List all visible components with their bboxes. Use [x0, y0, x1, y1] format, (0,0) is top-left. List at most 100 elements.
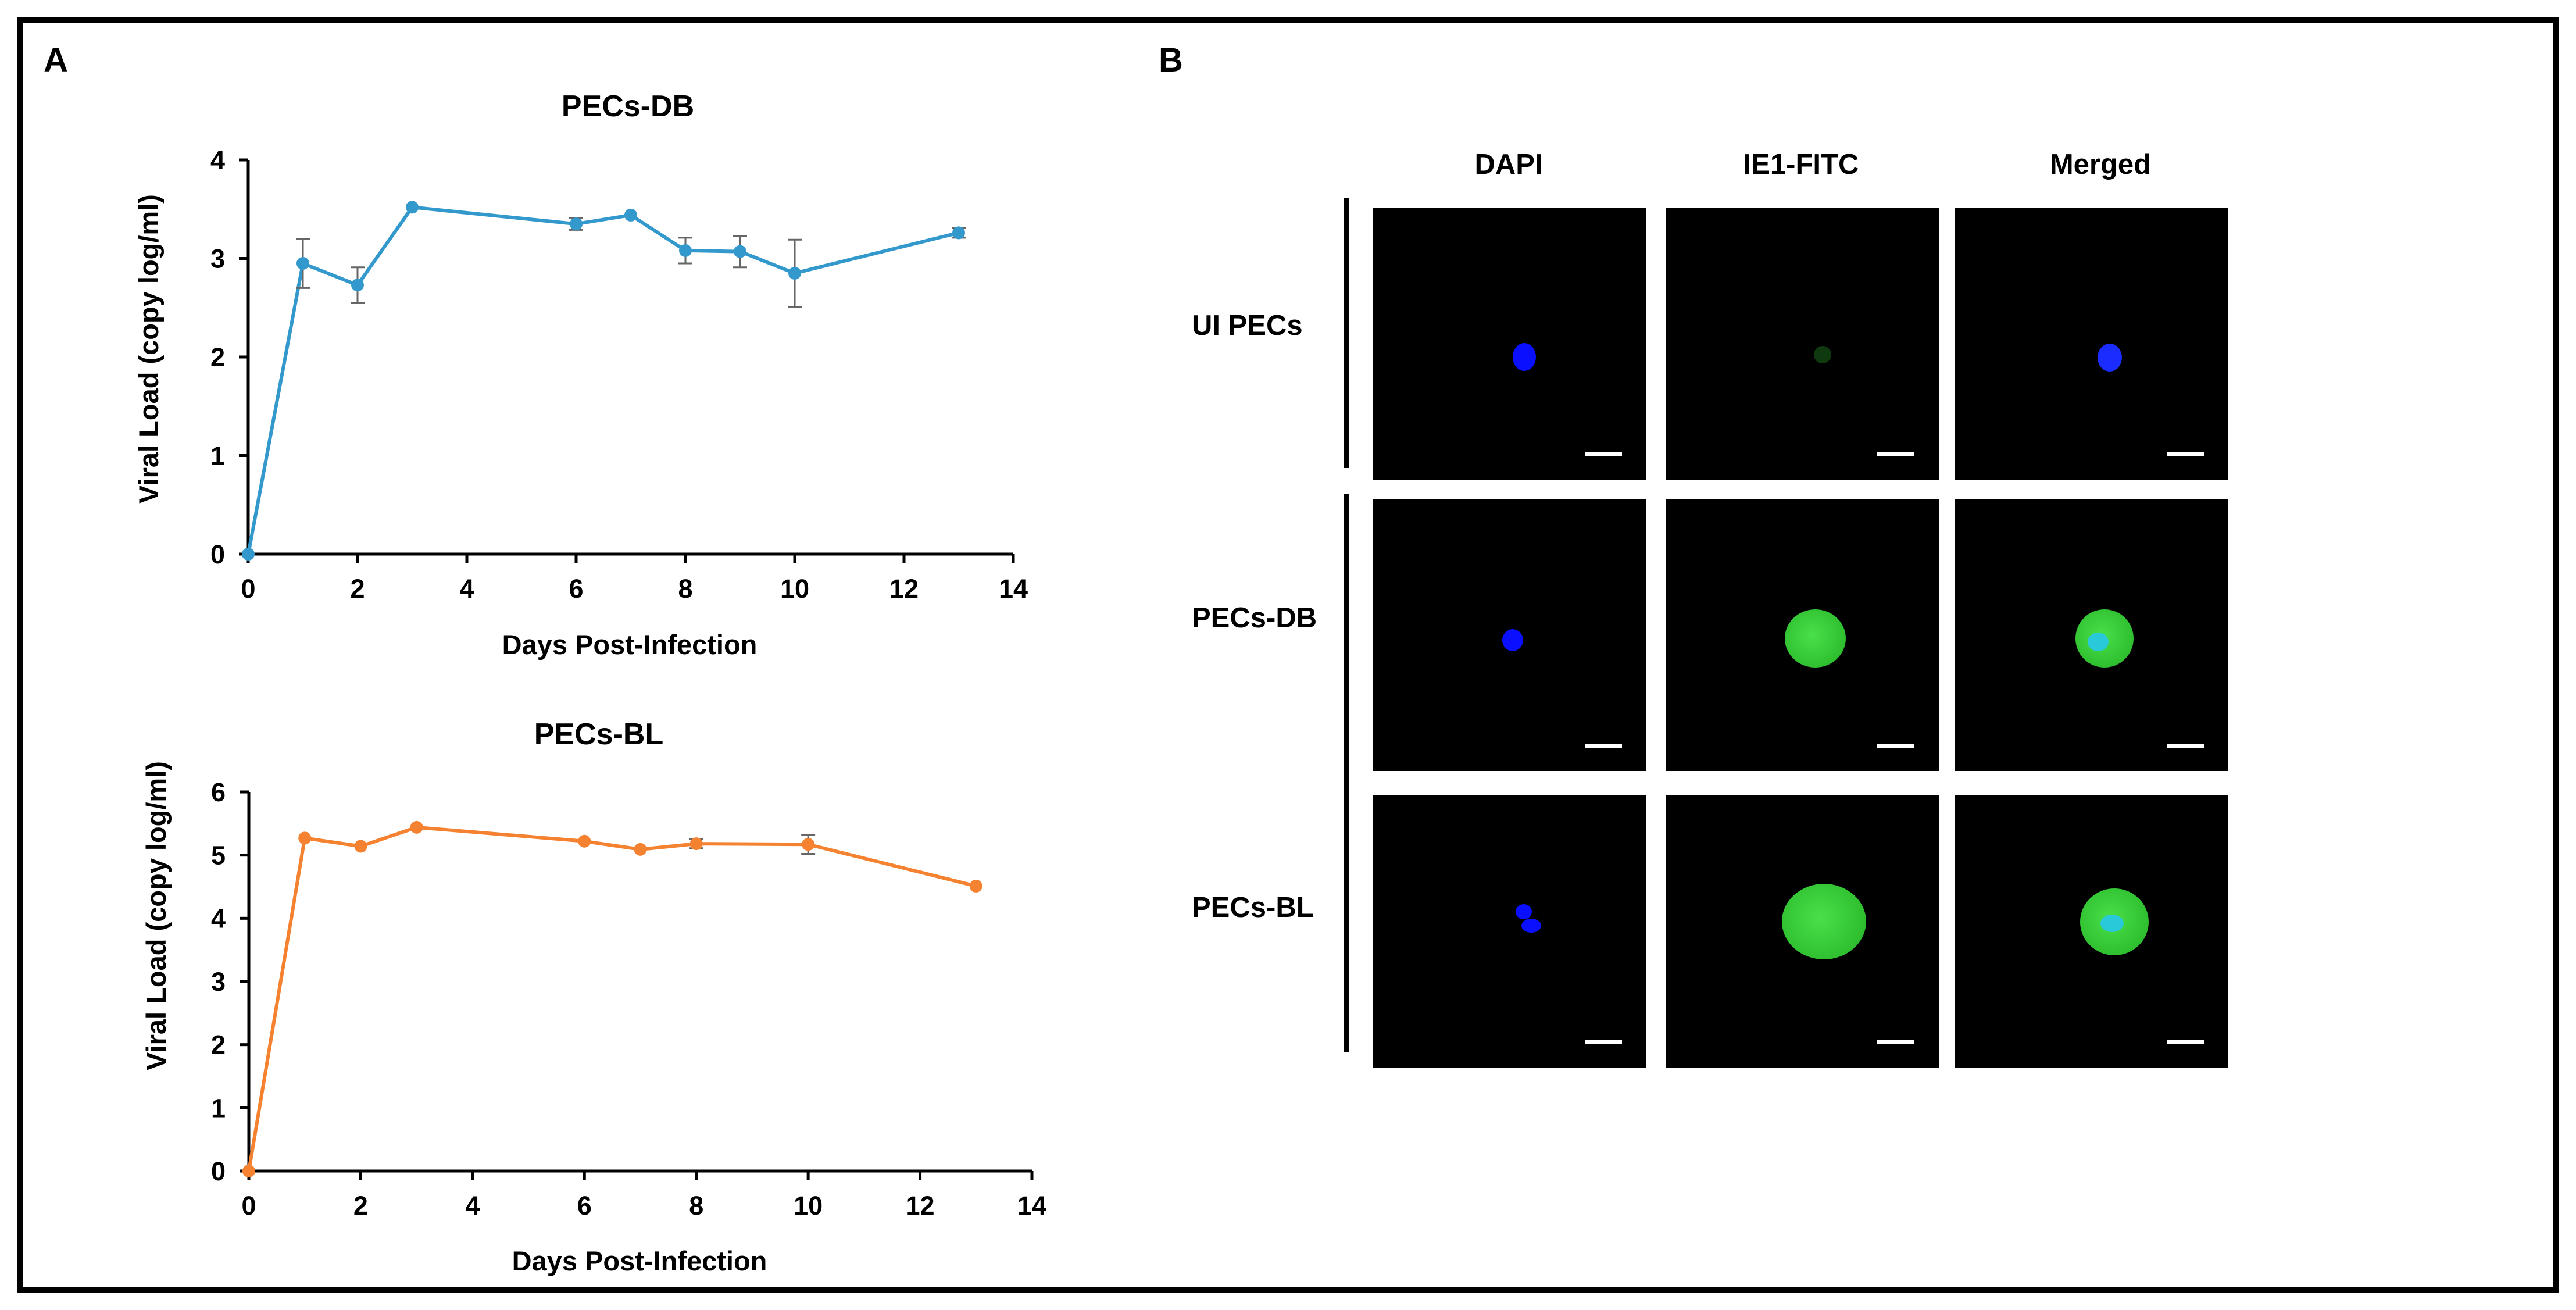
data-point — [634, 843, 647, 856]
data-point — [570, 217, 583, 231]
x-tick-label: 10 — [780, 574, 809, 604]
data-point — [624, 208, 637, 222]
data-point — [952, 226, 965, 240]
nucleus-stain — [1516, 904, 1532, 919]
micrograph-pecs-bl-merged — [1955, 795, 2228, 1068]
ie1-cell-stain — [1785, 609, 1846, 668]
micrograph-pecs-db-fitc — [1666, 499, 1939, 771]
x-tick-label: 6 — [569, 574, 583, 604]
x-axis-label: Days Post-Infection — [512, 1245, 767, 1276]
ie1-cell-stain — [1782, 884, 1866, 959]
scale-bar — [1877, 744, 1914, 748]
y-tick-label: 3 — [210, 244, 225, 274]
y-tick-label: 2 — [210, 342, 225, 372]
nucleus-stain — [1513, 343, 1536, 371]
chart-pecs-bl: PECs-BL Viral Load (copy log/ml) Days Po… — [141, 718, 1046, 1276]
scale-bar — [1585, 452, 1622, 456]
x-tick-label: 14 — [1017, 1191, 1046, 1220]
y-tick-label: 6 — [211, 777, 226, 807]
micrograph-pecs-db-merged — [1955, 499, 2228, 771]
data-point — [354, 840, 367, 853]
scale-bar — [1585, 744, 1622, 748]
x-tick-label: 14 — [999, 574, 1028, 604]
series-line — [247, 825, 977, 1172]
y-tick-label: 0 — [210, 540, 225, 569]
data-point — [689, 837, 703, 851]
y-tick-label: 0 — [211, 1156, 226, 1186]
scale-bar — [1585, 1040, 1622, 1044]
micrograph-pecs-db-dapi — [1373, 499, 1646, 771]
row-label-pecs-db: PECs-DB — [1192, 602, 1317, 634]
y-tick-label: 5 — [211, 841, 226, 870]
x-tick-label: 10 — [794, 1191, 823, 1220]
column-header-merged: Merged — [2049, 149, 2152, 180]
scale-bar — [2167, 744, 2204, 748]
y-axis-label: Viral Load (copy log/ml) — [133, 194, 164, 504]
chart-title: PECs-BL — [534, 718, 663, 751]
data-point — [679, 244, 692, 257]
data-point — [242, 548, 255, 561]
data-point — [734, 245, 746, 258]
chart-pecs-db: PECs-DB Viral Load (copy log/ml) Days Po… — [133, 90, 1028, 660]
y-tick-label: 4 — [210, 145, 225, 175]
y-tick-label: 4 — [211, 904, 226, 933]
column-header-ie1-fitc: IE1-FITC — [1743, 149, 1859, 180]
data-point — [788, 266, 801, 280]
x-tick-label: 2 — [353, 1191, 368, 1220]
data-point — [351, 279, 364, 292]
x-tick-label: 8 — [689, 1191, 703, 1220]
x-tick-label: 0 — [241, 1191, 256, 1220]
figure-frame — [17, 17, 2559, 1293]
x-tick-label: 12 — [889, 574, 919, 604]
data-marks — [242, 820, 982, 1177]
chart-title: PECs-DB — [562, 90, 694, 123]
nucleus-overlap — [2088, 633, 2109, 651]
nucleus-stain — [1521, 919, 1541, 933]
panel-b-label: B — [1159, 41, 1183, 79]
y-axis-label: Viral Load (copy log/ml) — [141, 761, 172, 1070]
nucleus-stain — [2098, 344, 2122, 372]
data-point — [578, 834, 591, 848]
data-marks — [242, 201, 966, 561]
x-tick-label: 0 — [241, 574, 255, 604]
scale-bar — [2167, 452, 2204, 456]
data-point — [969, 879, 982, 893]
nucleus-overlap — [2100, 915, 2124, 932]
faint-signal — [1814, 346, 1831, 363]
data-point — [296, 256, 309, 270]
row-divider-line — [1344, 494, 1349, 1052]
y-tick-label: 2 — [211, 1030, 226, 1060]
data-point — [242, 1165, 255, 1177]
row-label-pecs-bl: PECs-BL — [1192, 892, 1314, 923]
x-axis-label: Days Post-Infection — [502, 629, 758, 660]
micrograph-ui-pecs-dapi — [1373, 208, 1646, 480]
scale-bar — [1877, 1040, 1914, 1044]
nucleus-stain — [1502, 629, 1523, 651]
x-tick-label: 2 — [350, 574, 365, 604]
micrograph-ui-pecs-fitc — [1666, 208, 1939, 480]
y-tick-label: 3 — [211, 967, 226, 997]
y-tick-label: 1 — [210, 441, 225, 471]
x-tick-label: 8 — [678, 574, 692, 604]
series-line — [246, 205, 959, 555]
column-header-dapi: DAPI — [1474, 149, 1543, 180]
row-label-ui-pecs: UI PECs — [1192, 310, 1303, 341]
data-point — [410, 820, 423, 834]
micrograph-ui-pecs-merged — [1955, 208, 2228, 480]
micrograph-pecs-bl-fitc — [1666, 795, 1939, 1068]
panel-a-label: A — [44, 41, 68, 79]
y-tick-label: 1 — [211, 1093, 226, 1123]
micrograph-pecs-bl-dapi — [1373, 795, 1646, 1068]
data-point — [406, 201, 419, 214]
x-tick-label: 4 — [459, 574, 474, 604]
scale-bar — [2167, 1040, 2204, 1044]
data-point — [298, 831, 312, 845]
scale-bar — [1877, 452, 1914, 456]
data-point — [802, 838, 815, 851]
x-tick-label: 4 — [465, 1191, 480, 1220]
row-divider-line — [1344, 198, 1349, 468]
x-tick-label: 6 — [577, 1191, 592, 1220]
x-tick-label: 12 — [906, 1191, 935, 1220]
